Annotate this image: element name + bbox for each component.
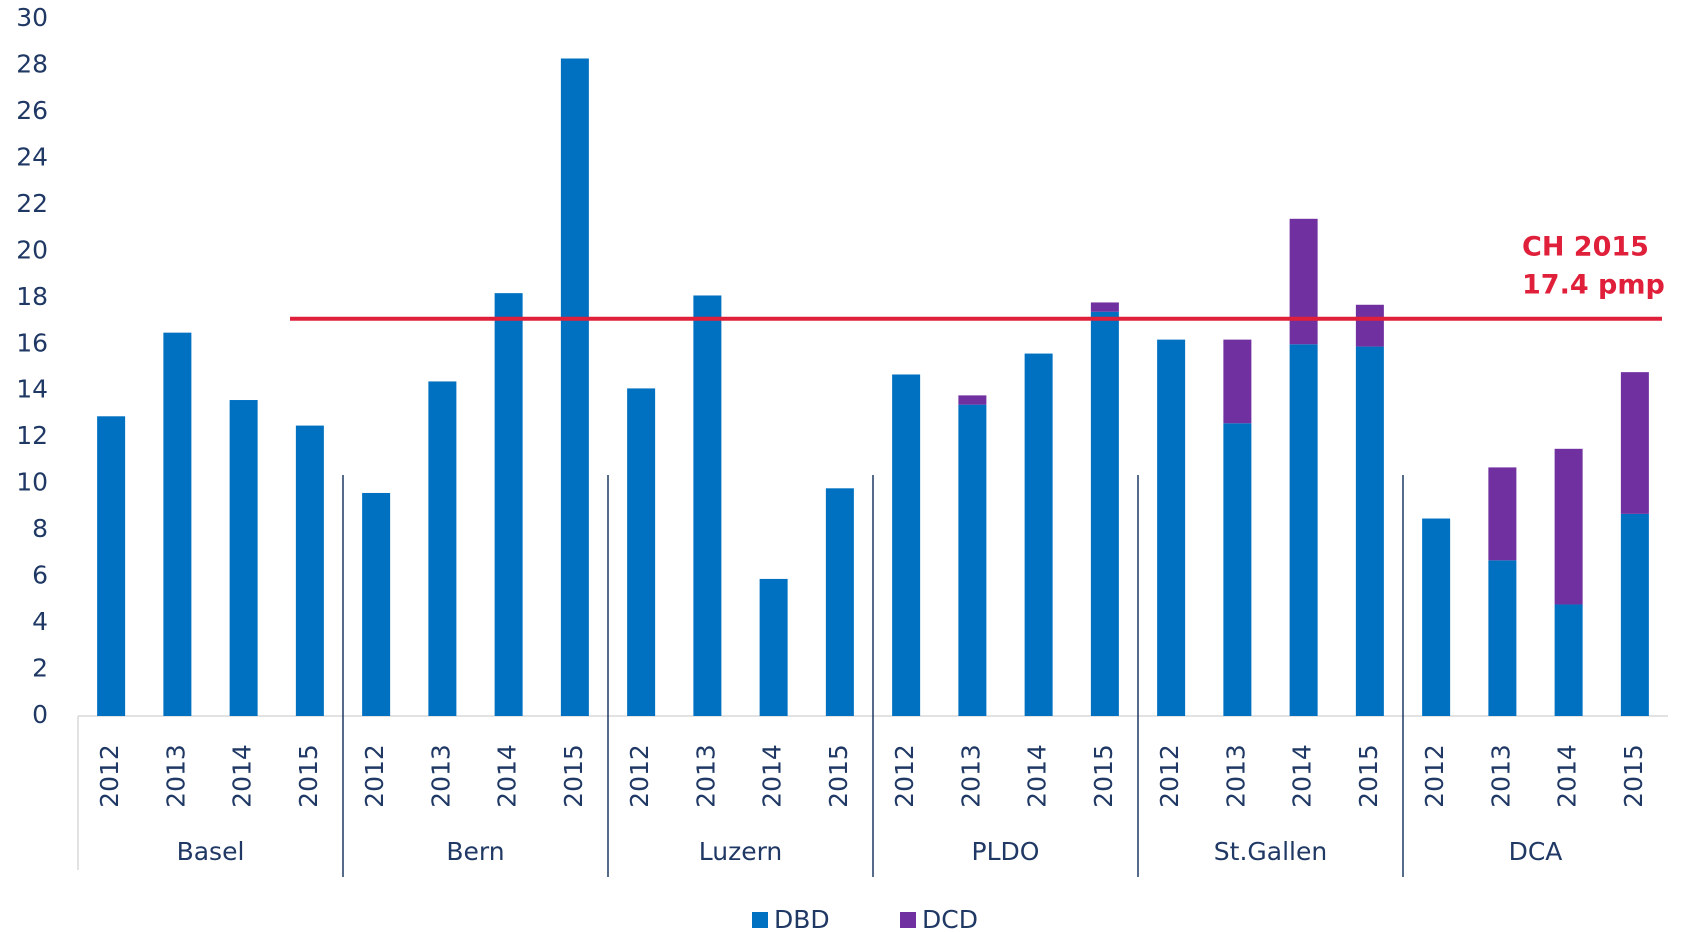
legend-swatch [752,912,768,928]
y-tick-label: 16 [16,328,48,357]
x-tick-label: 2012 [1420,744,1449,808]
group-label: PLDO [972,837,1040,866]
x-tick-label: 2014 [493,744,522,808]
bar-segment [1554,448,1583,605]
bar-segment [693,295,722,716]
x-tick-label: 2014 [1023,744,1052,808]
x-tick-label: 2015 [294,744,323,808]
bar-segment [163,332,192,716]
group-label: DCA [1509,837,1563,866]
bar-segment [1620,513,1649,716]
y-tick-label: 0 [32,700,48,729]
bar-segment [759,578,788,716]
y-tick-label: 28 [16,49,48,78]
x-tick-label: 2012 [1155,744,1184,808]
bar-segment [1620,372,1649,514]
y-tick-label: 22 [16,189,48,218]
y-tick-label: 24 [16,142,48,171]
x-tick-label: 2013 [1486,744,1515,808]
y-tick-label: 18 [16,282,48,311]
y-tick-label: 6 [32,561,48,590]
x-tick-label: 2014 [758,744,787,808]
bar-segment [229,400,258,716]
x-tick-label: 2015 [559,744,588,808]
bar-segment [1223,423,1252,716]
bar-segment [1488,467,1517,561]
bar-segment [1024,353,1053,716]
x-tick-label: 2015 [1089,744,1118,808]
bar-segment [1355,304,1384,347]
bar-segment [1554,604,1583,716]
group-label: St.Gallen [1214,837,1327,866]
group-label: Basel [177,837,245,866]
bar-segment [1157,339,1186,716]
bar-segment [1289,218,1318,345]
x-tick-label: 2012 [890,744,919,808]
group-label: Bern [446,837,504,866]
bar-segment [1422,518,1451,716]
bar-segment [97,416,126,716]
legend-label: DBD [774,905,830,932]
x-tick-label: 2013 [691,744,720,808]
bar-segment [428,381,457,716]
x-tick-label: 2012 [95,744,124,808]
bar-segment [892,374,921,716]
x-tick-label: 2014 [228,744,257,808]
annotation: 17.4 pmp [1522,270,1665,301]
annotation: CH 2015 [1522,232,1649,263]
y-tick-label: 26 [16,96,48,125]
bar-segment [958,395,987,405]
bar-segment [494,293,523,716]
bar-segment [362,492,391,716]
x-tick-label: 2012 [625,744,654,808]
bar-segment [1355,346,1384,716]
y-tick-label: 14 [16,375,48,404]
x-tick-label: 2013 [161,744,190,808]
bar-segment [627,388,656,716]
legend-swatch [900,912,916,928]
x-tick-label: 2012 [360,744,389,808]
y-tick-label: 20 [16,235,48,264]
y-tick-label: 8 [32,514,48,543]
x-tick-label: 2015 [1354,744,1383,808]
x-tick-label: 2013 [1221,744,1250,808]
y-tick-label: 12 [16,421,48,450]
bar-segment [1488,560,1517,716]
bar-segment [1090,311,1119,716]
y-tick-label: 2 [32,654,48,683]
group-label: Luzern [699,837,783,866]
bar-segment [1289,344,1318,716]
x-tick-label: 2013 [956,744,985,808]
x-tick-label: 2015 [824,744,853,808]
bar-segment [1223,339,1252,424]
bar-segment [958,404,987,716]
x-tick-label: 2014 [1288,744,1317,808]
x-tick-label: 2015 [1619,744,1648,808]
x-tick-label: 2013 [426,744,455,808]
legend-label: DCD [922,905,978,932]
x-tick-label: 2014 [1553,744,1582,808]
y-tick-label: 4 [32,607,48,636]
bar-segment [825,488,854,716]
bar-segment [560,58,589,717]
y-tick-label: 30 [16,3,48,32]
bar-segment [295,425,324,716]
bar-segment [1090,302,1119,312]
y-tick-label: 10 [16,468,48,497]
